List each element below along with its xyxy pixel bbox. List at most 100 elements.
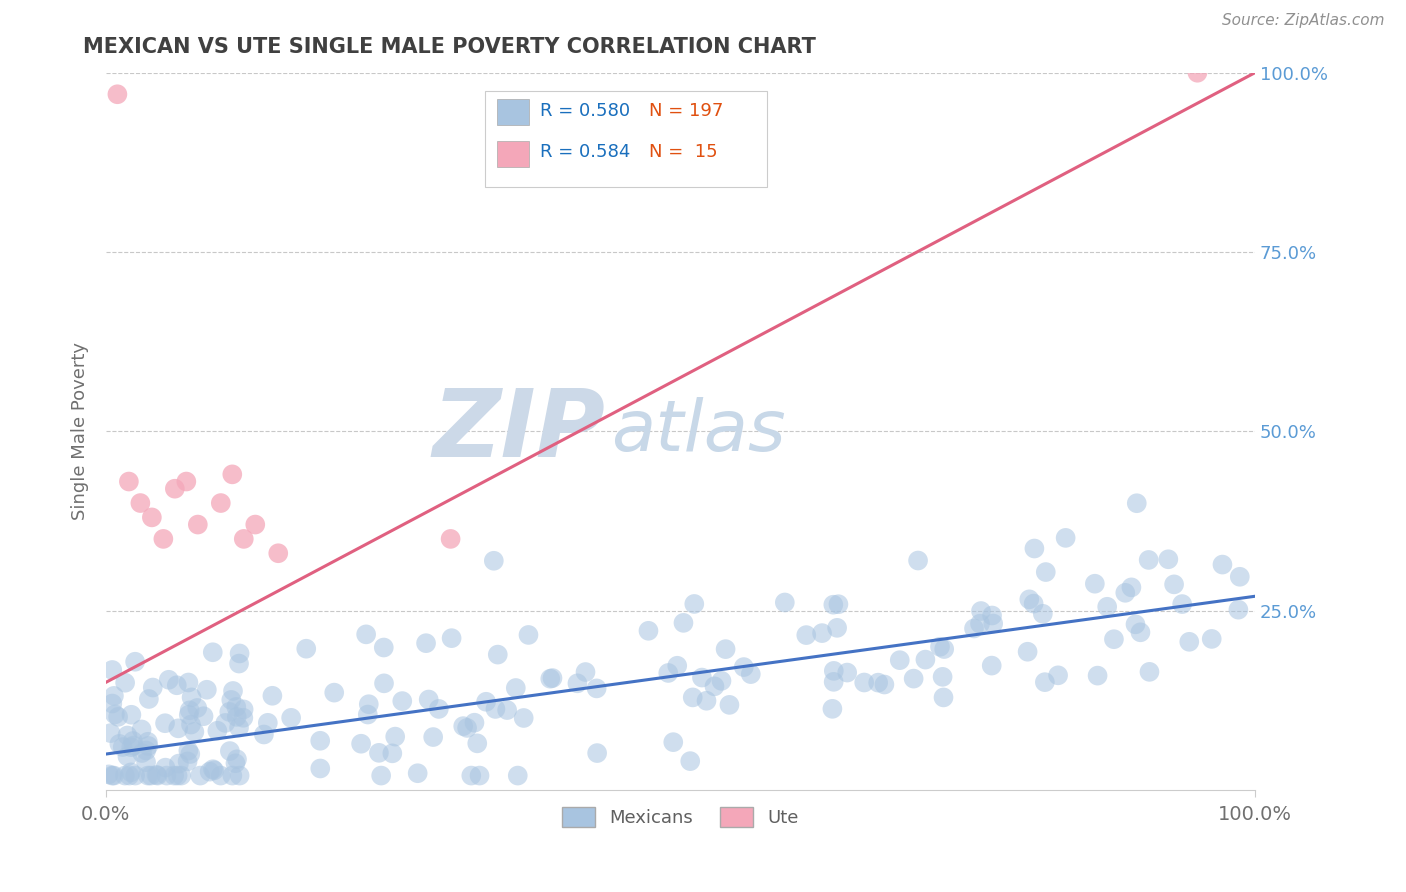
Point: [122, 739, 145, 753]
Point: [496, 703, 519, 717]
Point: [406, 766, 429, 780]
Point: [120, 707, 142, 722]
Point: [141, 510, 163, 524]
Point: [1054, 531, 1077, 545]
Point: [103, 768, 125, 782]
Point: [703, 679, 725, 693]
Point: [1095, 599, 1118, 614]
Point: [354, 627, 377, 641]
Point: [114, 675, 136, 690]
Point: [295, 641, 318, 656]
Point: [167, 722, 190, 736]
Point: [484, 702, 506, 716]
Point: [155, 761, 177, 775]
Point: [323, 685, 346, 699]
Point: [837, 665, 859, 680]
Point: [117, 729, 139, 743]
Point: [1126, 496, 1149, 510]
Point: [207, 723, 229, 738]
Point: [105, 87, 128, 102]
Point: [512, 711, 534, 725]
Point: [111, 739, 134, 754]
Point: [135, 743, 157, 757]
Point: [176, 475, 198, 489]
Point: [195, 682, 218, 697]
Point: [167, 756, 190, 771]
Point: [506, 768, 529, 782]
Point: [117, 749, 139, 764]
Point: [145, 768, 167, 782]
Point: [1047, 668, 1070, 682]
Point: [773, 595, 796, 609]
Point: [1018, 592, 1040, 607]
Point: [672, 615, 695, 630]
Point: [202, 764, 225, 778]
Point: [460, 768, 482, 782]
Point: [177, 707, 200, 722]
Point: [439, 532, 461, 546]
Point: [541, 671, 564, 685]
Point: [1187, 66, 1209, 80]
Point: [228, 768, 250, 782]
Point: [574, 665, 596, 679]
Point: [373, 640, 395, 655]
Point: [193, 709, 215, 723]
Point: [868, 675, 890, 690]
Point: [970, 604, 993, 618]
Point: [131, 746, 153, 760]
Point: [350, 737, 373, 751]
Point: [142, 681, 165, 695]
Point: [1102, 632, 1125, 647]
Point: [422, 730, 444, 744]
Point: [201, 645, 224, 659]
Point: [1022, 597, 1045, 611]
Point: [695, 694, 717, 708]
Point: [368, 746, 391, 760]
Point: [1017, 645, 1039, 659]
Point: [1139, 665, 1161, 679]
Point: [176, 755, 198, 769]
Point: [714, 642, 737, 657]
Point: [1035, 565, 1057, 579]
Point: [482, 554, 505, 568]
Point: [107, 710, 129, 724]
Point: [415, 636, 437, 650]
Point: [267, 546, 290, 560]
Point: [1229, 570, 1251, 584]
Point: [232, 711, 254, 725]
Point: [585, 681, 607, 696]
Point: [1227, 602, 1250, 616]
Point: [486, 648, 509, 662]
Point: [120, 765, 142, 780]
Point: [101, 768, 124, 782]
Point: [177, 675, 200, 690]
Point: [163, 768, 186, 782]
Point: [1157, 552, 1180, 566]
Point: [889, 653, 911, 667]
Point: [465, 736, 488, 750]
Text: ZIP: ZIP: [433, 385, 606, 477]
Point: [391, 694, 413, 708]
Point: [418, 692, 440, 706]
Point: [853, 675, 876, 690]
Point: [157, 673, 180, 687]
Point: [1163, 577, 1185, 591]
Point: [1137, 553, 1160, 567]
Point: [218, 744, 240, 758]
Point: [827, 597, 849, 611]
Point: [101, 663, 124, 677]
Point: [932, 690, 955, 705]
Point: [1024, 541, 1046, 556]
Point: [131, 723, 153, 737]
Point: [690, 671, 713, 685]
Point: [232, 702, 254, 716]
Point: [710, 673, 733, 688]
Text: R = 0.580: R = 0.580: [540, 102, 630, 120]
Text: R = 0.584: R = 0.584: [540, 144, 630, 161]
Point: [475, 695, 498, 709]
Point: [456, 721, 478, 735]
Point: [794, 628, 817, 642]
Point: [981, 608, 1004, 623]
Point: [188, 768, 211, 782]
Point: [124, 768, 146, 782]
